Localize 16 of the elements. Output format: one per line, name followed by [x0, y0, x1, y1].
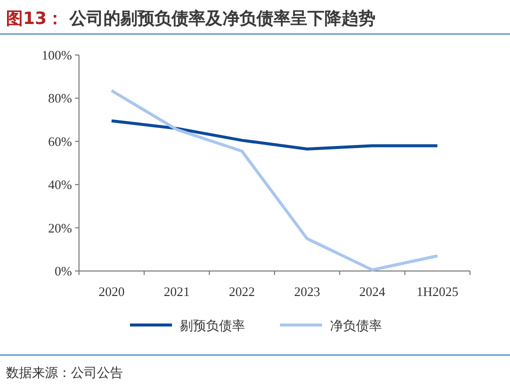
legend-label: 净负债率 — [330, 318, 382, 334]
x-tick-label: 2021 — [164, 284, 190, 299]
y-tick-label: 0% — [54, 264, 72, 278]
x-tick-label: 2024 — [359, 284, 386, 299]
title: 图13： 公司的剔预负债率及净负债率呈下降趋势 — [6, 9, 376, 29]
x-tick-label: 2022 — [228, 284, 255, 299]
y-tick-label: 80% — [48, 90, 72, 106]
y-tick-label: 60% — [48, 134, 72, 149]
source-note: 数据来源：公司公告 — [6, 366, 123, 381]
x-tick-label: 2020 — [98, 284, 125, 299]
y-tick-label: 20% — [48, 220, 72, 236]
x-tick-label: 2023 — [294, 284, 320, 299]
y-tick-label: 100% — [42, 48, 72, 62]
y-tick-label: 40% — [48, 177, 72, 192]
x-tick-label: 1H2025 — [416, 284, 458, 299]
legend-label: 剔预负债率 — [180, 318, 245, 334]
